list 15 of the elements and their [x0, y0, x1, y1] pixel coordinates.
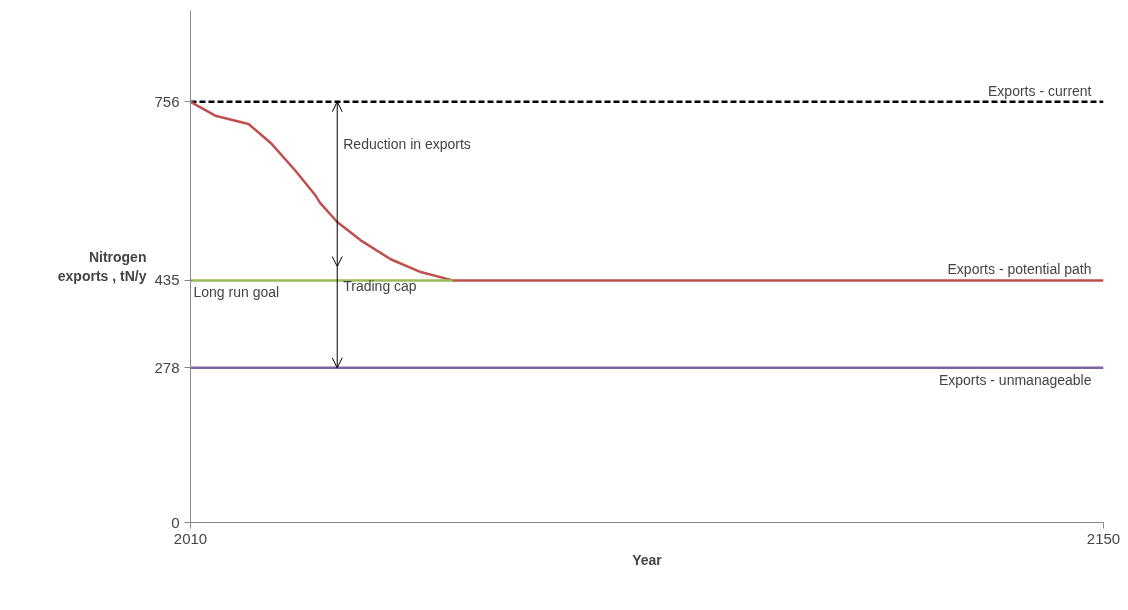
x-tick-label: 2150 [1086, 529, 1121, 547]
series-label: Exports - potential path [947, 261, 1092, 278]
y-axis-title: Nitrogen exports , tN/y [57, 248, 147, 285]
y-tick-label: 756 [154, 92, 180, 110]
x-tick-label: 2010 [173, 529, 208, 547]
y-tick-label: 278 [154, 358, 180, 376]
y-tick-label: 0 [171, 513, 180, 531]
series-label: Long run goal [193, 284, 280, 301]
annotation: Trading cap [343, 277, 417, 294]
series-label: Exports - current [988, 82, 1092, 99]
series-label: Exports - unmanageable [938, 371, 1092, 388]
y-tick-label: 435 [154, 271, 180, 289]
annotation: Reduction in exports [343, 135, 471, 152]
line-series [190, 100, 1104, 282]
x-axis-title: Year [632, 551, 663, 568]
